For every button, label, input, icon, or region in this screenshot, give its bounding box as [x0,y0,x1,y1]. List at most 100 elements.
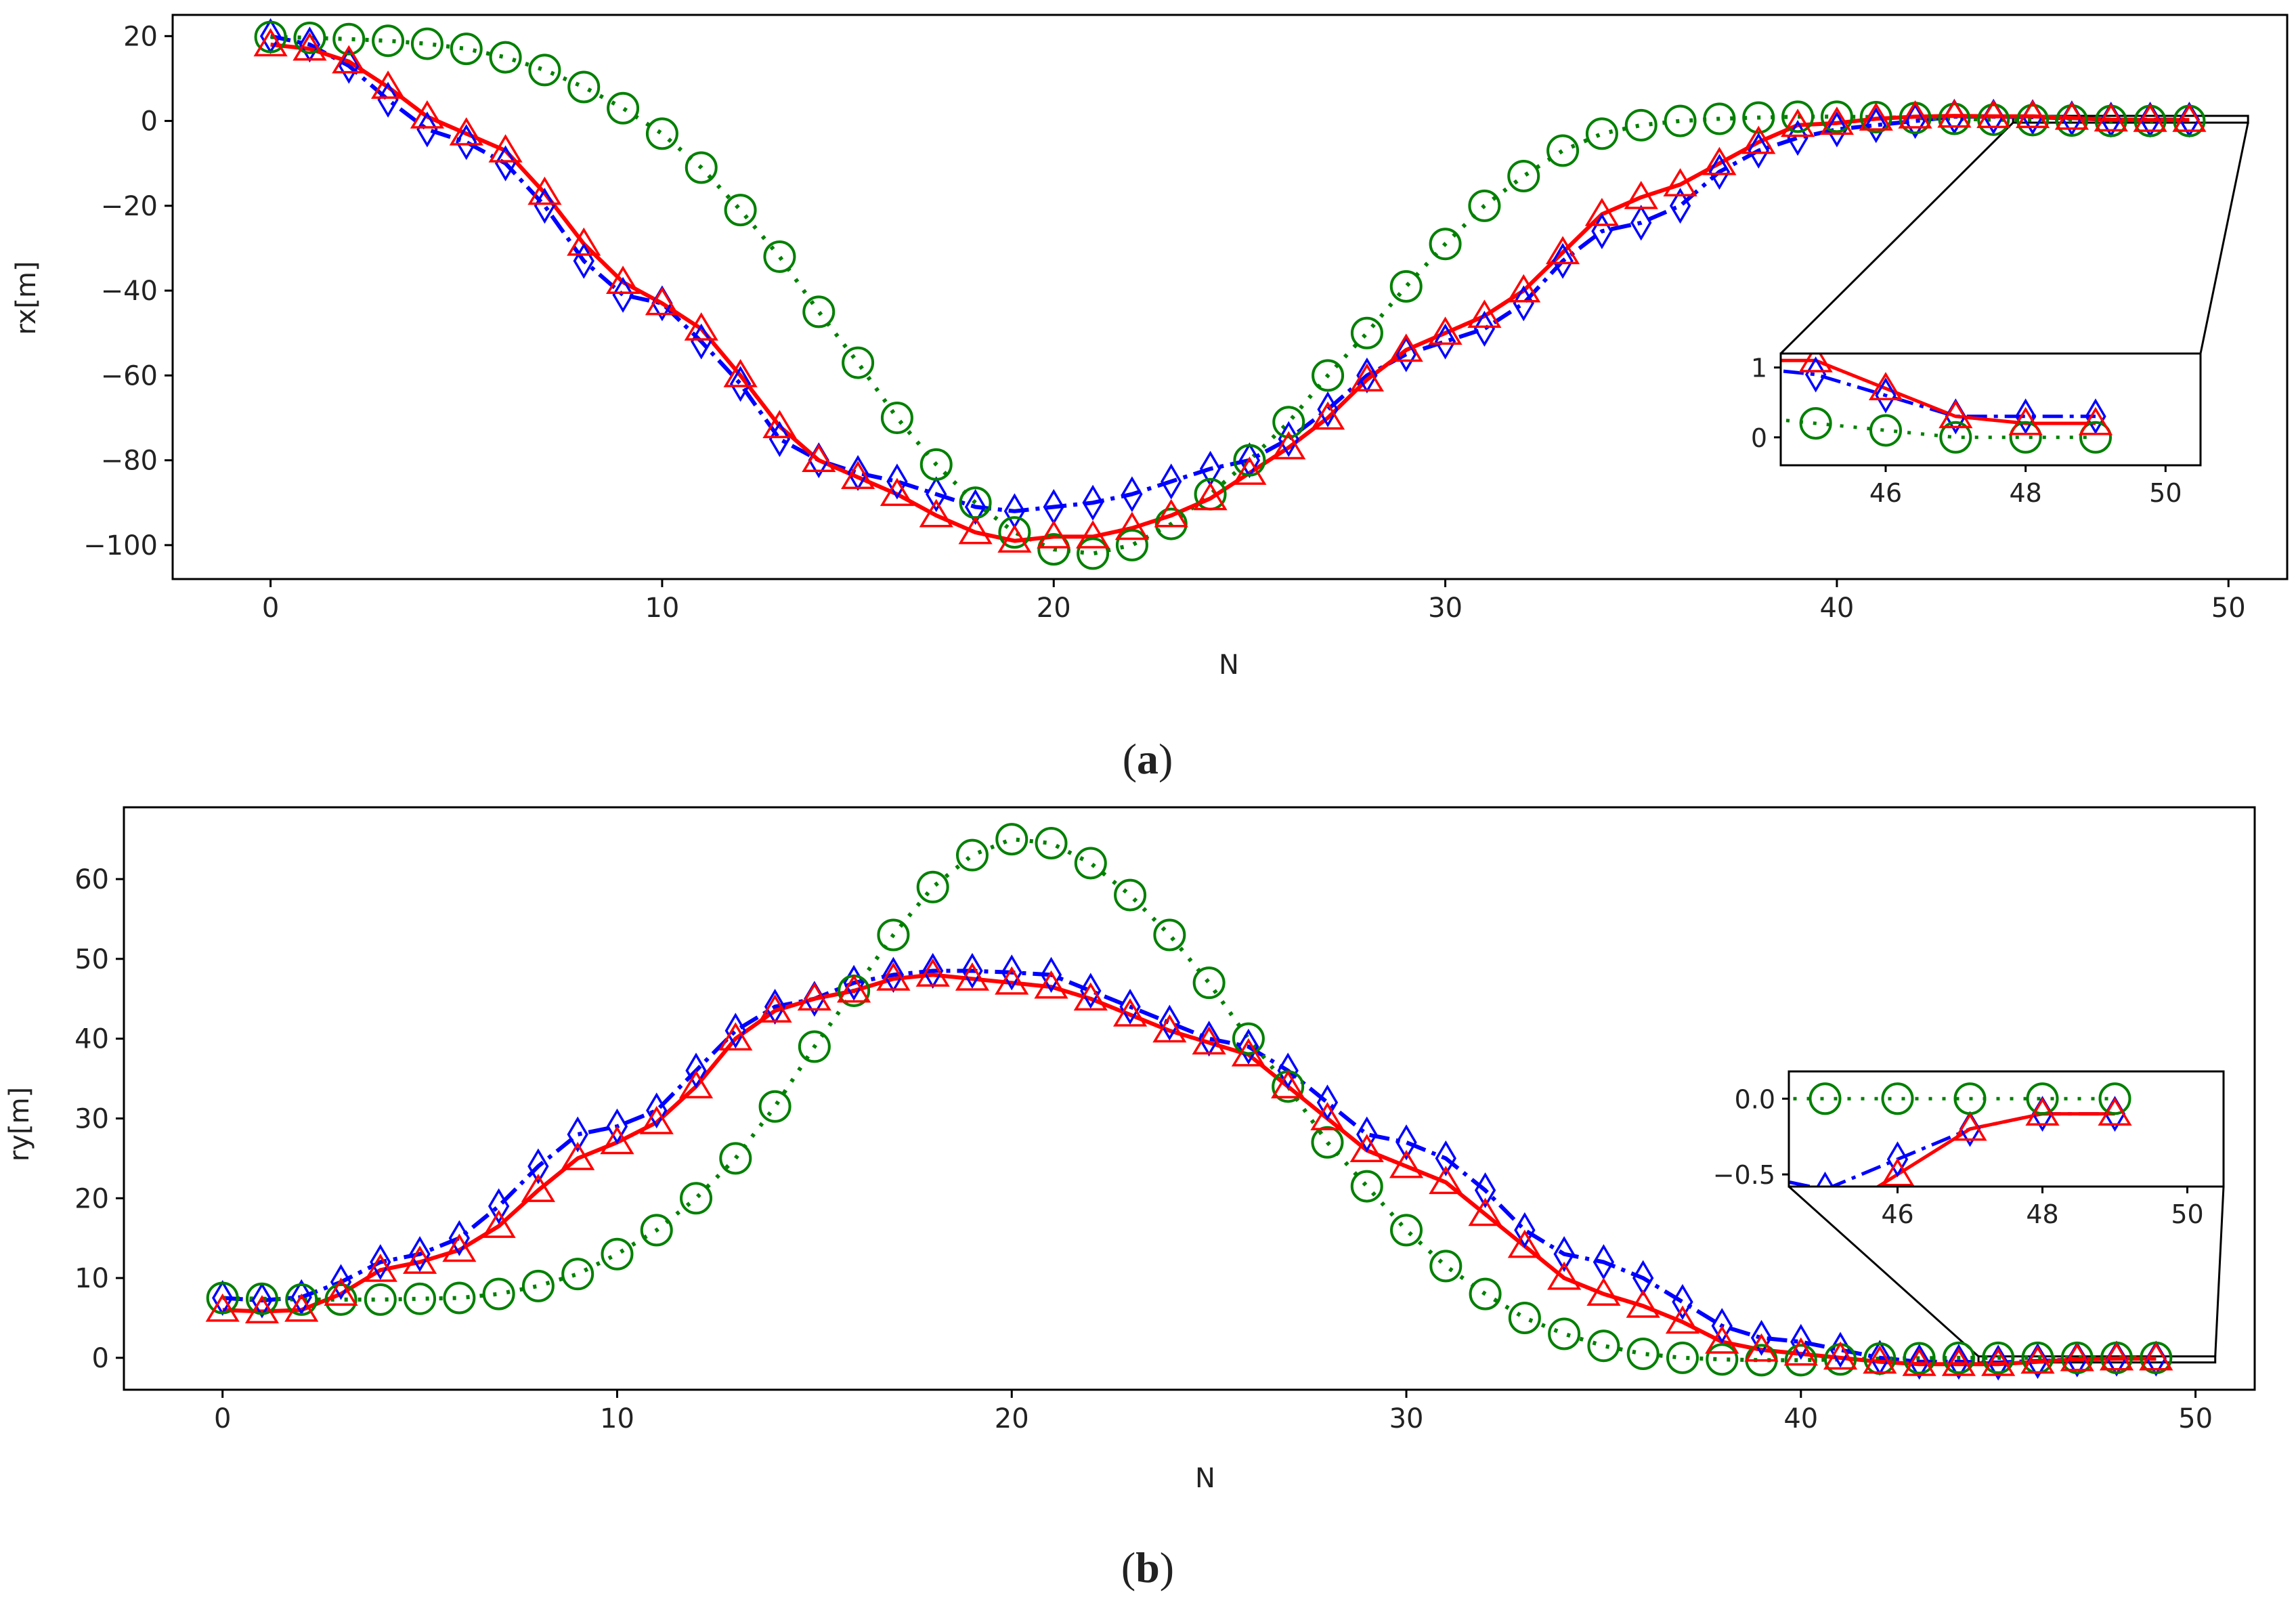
panel-b-y-tick-label: 50 [74,944,109,975]
panel-b-red-point [561,1142,595,1170]
panel-b-blue-point [1750,1319,1773,1356]
panel-a-blue-point [1552,242,1574,279]
panel-a-red-point [332,45,366,74]
panel-a-green-point [372,24,405,58]
panel-a-y-tick-label: −40 [101,276,158,307]
panel-b-blue-point [1435,1140,1456,1176]
panel-b-y-tick-label: 60 [74,864,109,895]
panel-a-red-point [1584,198,1620,226]
panel-a-blue-point [456,124,477,161]
panel-a-red-point [762,410,797,438]
panel-b-inset-green-point [1881,1082,1914,1115]
panel-b-blue-point [1158,1004,1181,1041]
panel-a-green-point [528,54,561,87]
panel-b-green-point [1706,1343,1739,1376]
panel-a-red-point [449,117,483,146]
panel-a-blue-point [1121,476,1143,513]
panel-b-green-line [222,837,2157,1363]
panel-a-blue-point [1708,154,1731,190]
panel-a-red-point [1389,333,1423,362]
panel-a-red-point [1702,146,1737,175]
panel-a-inset-red-line [1781,358,2096,425]
panel-b-inset-red-point [2098,1097,2132,1126]
panel-a-red-point [645,286,680,316]
panel-a-green-point [1077,537,1110,570]
panel-a-red-point [527,176,562,205]
panel-b-inset-green-point [2026,1082,2059,1115]
panel-b-red-point [678,1070,714,1099]
panel-b-blue-point [685,1052,707,1089]
panel-b-green-point [206,1281,239,1315]
panel-a-red-point [410,100,445,129]
panel-b-green-point [561,1258,594,1291]
panel-b-x-ticks: 0 10 20 30 40 50 [214,1390,2213,1434]
panel-b-x-axis-label: N [1195,1463,1215,1494]
panel-a-inset-green-point [2009,421,2042,454]
panel-a-blue-point [768,421,791,457]
panel-b-red-point [1507,1229,1542,1258]
panel-a-inset-blue-point [2014,398,2037,435]
panel-b-green-point [1035,827,1068,860]
panel-a-red-point [919,498,953,528]
panel-a-blue-point [494,145,517,182]
panel-b-blue-point [1238,1028,1259,1065]
panel-b-inset-y-tick-label: −0.5 [1713,1160,1775,1190]
panel-b-inset-red-point [1880,1157,1915,1187]
panel-a-green-point [1272,406,1305,439]
panel-a-red-point [1272,431,1306,460]
panel-a-blue-point [1826,111,1848,148]
panel-a-red-point [1741,125,1776,154]
panel-a-inset-background [1781,354,2201,465]
panel-b-red-point [1863,1345,1897,1374]
panel-b-red-point [481,1210,516,1238]
panel-b-green-point [1192,966,1226,1000]
panel-b-green-point [601,1237,634,1271]
panel-b-blue-point [1790,1323,1812,1360]
panel-b-y-axis-label: ry[m] [4,1087,35,1161]
panel-b-green-point [285,1283,318,1316]
panel-a-y-tick-label: −80 [101,446,158,477]
panel-a-red-point [1467,299,1502,328]
panel-b-blue-point [646,1092,668,1129]
panel-b-inset-red-point [2025,1097,2060,1126]
panel-b-inset-blue-point [1886,1141,1909,1178]
panel-a-red-point [1545,236,1580,265]
panel-a-zoom-region [2012,114,2249,124]
panel-a-blue-point [691,323,712,360]
panel-b-inset-red-line [1875,1112,2115,1187]
panel-b-blue-point [290,1279,312,1315]
panel-a-blue-point [1748,132,1769,169]
panel-b-red-point [363,1253,397,1282]
panel-b-blue-point [1395,1124,1417,1161]
panel-a-inset-blue-point [1875,377,1897,414]
panel-b-blue-point [724,1012,746,1049]
panel-a-blue-line [269,34,2190,513]
panel-b-x-tick-label: 50 [2178,1403,2213,1434]
panel-a-inset-red-point [1798,354,1833,372]
panel-a-x-tick-label: 10 [645,593,679,624]
panel-a-green-point [1781,100,1815,133]
panel-b-red-point [1429,1166,1463,1195]
panel-a-y-tick-label: 20 [123,21,158,52]
panel-b-inset-y-ticks: 0.0 −0.5 [1713,1084,1789,1190]
panel-a-y-ticks: 20 0 −20 −40 −60 −80 −100 [83,21,173,561]
panel-a-green-line [270,35,2190,556]
panel-b-blue-point [567,1116,588,1153]
panel-b-zoom-connector-right [2214,1186,2225,1357]
panel-b-red-point [521,1174,556,1202]
panel-b-red-point [1941,1348,1976,1376]
panel-b-red-point [2020,1345,2055,1374]
panel-b-red-point [837,974,871,1003]
panel-a-inset-x-tick-label: 46 [1869,478,1902,508]
panel-b-red-point [324,1277,358,1306]
panel-b-red-point [955,962,990,991]
panel-a-green-point [1546,134,1580,167]
panel-a-green-point [1389,270,1423,303]
panel-b-caption: (b) [1121,1543,1174,1592]
panel-b-blue-point [606,1108,628,1145]
panel-b-zoom-connectors [1788,1185,2225,1364]
panel-b-series [205,823,2173,1381]
panel-a-red-point [1154,498,1188,528]
panel-b-blue-line [222,968,2157,1365]
panel-a-green-point [724,194,757,227]
